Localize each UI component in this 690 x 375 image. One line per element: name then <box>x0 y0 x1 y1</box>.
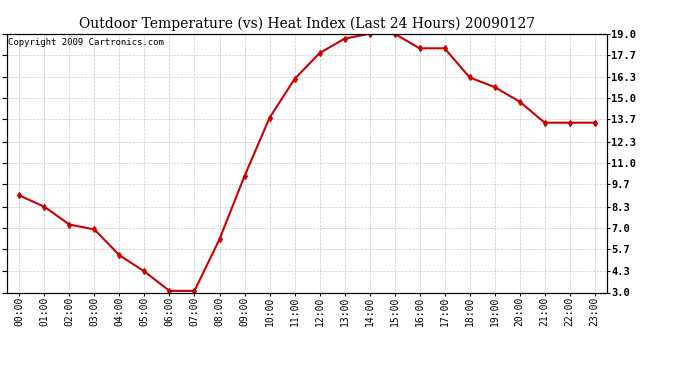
Text: Copyright 2009 Cartronics.com: Copyright 2009 Cartronics.com <box>8 38 164 46</box>
Title: Outdoor Temperature (vs) Heat Index (Last 24 Hours) 20090127: Outdoor Temperature (vs) Heat Index (Las… <box>79 17 535 31</box>
